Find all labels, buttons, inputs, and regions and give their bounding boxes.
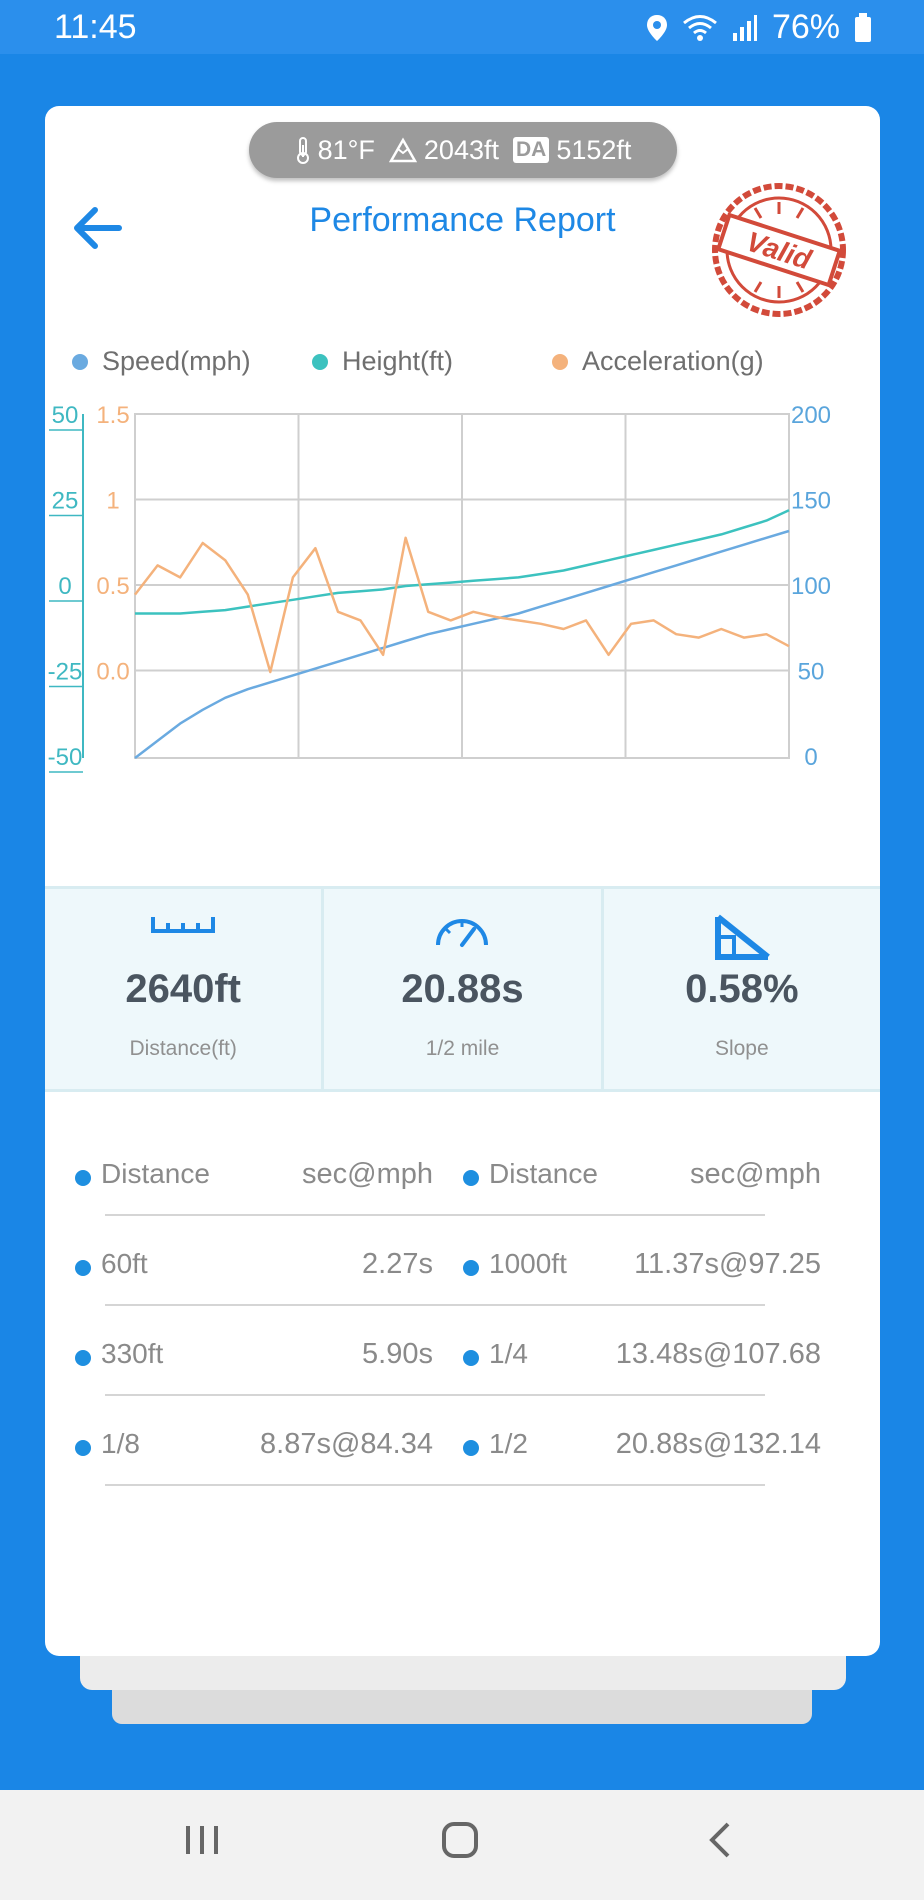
speed-tick-label: 200 <box>791 402 831 429</box>
column-header-secmph: sec@mph <box>690 1158 821 1190</box>
speed-tick-label: 150 <box>791 488 831 515</box>
result-distance: 1/8 <box>101 1428 140 1459</box>
legend-label-speed: Speed(mph) <box>102 346 251 376</box>
row-divider <box>105 1304 765 1306</box>
page-title: Performance Report <box>309 201 616 239</box>
legend-acceleration: Acceleration(g) <box>552 346 764 377</box>
row-divider <box>105 1394 765 1396</box>
battery-percent: 76% <box>771 8 840 46</box>
bullet-dot <box>75 1440 91 1456</box>
report-card: 81°F 2043ft DA 5152ft Performance Report… <box>45 106 880 1656</box>
table-row: 1/8 8.87s@84.34 1/2 20.88s@132.14 <box>45 1416 880 1506</box>
speedometer-icon <box>436 919 489 947</box>
result-value: 13.48s@107.68 <box>615 1338 821 1370</box>
back-icon[interactable] <box>700 1820 740 1860</box>
stats-panel: 2640ft Distance(ft) 20.88s 1/2 mile 0.58… <box>45 886 880 1092</box>
speed-tick-label: 100 <box>791 573 831 600</box>
wifi-icon <box>682 14 717 41</box>
stat-value-slope: 0.58% <box>685 967 799 1011</box>
status-bar: 11:45 76% <box>0 0 924 54</box>
conditions-pill: 81°F 2043ft DA 5152ft <box>249 122 677 178</box>
bullet-dot <box>75 1170 91 1186</box>
performance-chart: 50 25 0 -25 -50 1.5 1 0.5 0.0 200 150 100 50 0 <box>48 402 831 773</box>
result-value: 11.37s@97.25 <box>634 1248 821 1280</box>
result-value: 20.88s@132.14 <box>615 1428 821 1460</box>
status-time: 11:45 <box>54 8 137 46</box>
result-value: 2.27s <box>362 1248 433 1280</box>
legend-label-height: Height(ft) <box>342 346 454 376</box>
stat-value-distance: 2640ft <box>125 967 241 1011</box>
density-altitude: 5152ft <box>556 134 632 165</box>
results-header-row: Distance sec@mph Distance sec@mph <box>45 1146 880 1236</box>
stat-label-time: 1/2 mile <box>425 1037 500 1060</box>
legend-dot-speed <box>72 353 88 370</box>
column-header-secmph: sec@mph <box>302 1158 433 1190</box>
temperature: 81°F <box>317 134 375 165</box>
result-distance: 1000ft <box>489 1248 567 1279</box>
stat-value-time: 20.88s <box>401 967 524 1011</box>
battery-icon <box>855 12 871 42</box>
column-header-distance: Distance <box>489 1158 598 1189</box>
acceleration-tick-label: 0.5 <box>96 573 129 600</box>
mountain-icon <box>388 137 417 163</box>
column-header-distance: Distance <box>101 1158 210 1189</box>
height-line <box>135 509 790 615</box>
slope-icon <box>714 914 770 960</box>
stat-half-mile: 20.88s 1/2 mile <box>321 889 600 1089</box>
result-value: 8.87s@84.34 <box>260 1428 433 1460</box>
acceleration-line <box>134 536 790 674</box>
stat-slope: 0.58% Slope <box>600 889 880 1089</box>
height-tick-label: 0 <box>58 573 71 600</box>
stat-label-slope: Slope <box>714 1037 769 1060</box>
height-tick-label: -50 <box>48 744 83 771</box>
bullet-dot <box>463 1350 479 1366</box>
navigation-bar <box>0 1790 924 1900</box>
table-row: 60ft 2.27s 1000ft 11.37s@97.25 <box>45 1236 880 1326</box>
recent-apps-icon[interactable] <box>182 1820 222 1860</box>
home-icon[interactable] <box>440 1820 480 1860</box>
legend-dot-acceleration <box>552 353 568 370</box>
result-distance: 1/4 <box>489 1338 528 1369</box>
stat-distance: 2640ft Distance(ft) <box>45 889 321 1089</box>
bullet-dot <box>75 1260 91 1276</box>
bullet-dot <box>463 1170 479 1186</box>
thermometer-icon <box>296 137 309 164</box>
legend-speed: Speed(mph) <box>72 346 251 377</box>
result-distance: 330ft <box>101 1338 164 1369</box>
row-divider <box>105 1484 765 1486</box>
ruler-icon <box>151 917 216 933</box>
signal-icon <box>732 14 757 41</box>
results-table: Distance sec@mph Distance sec@mph 60ft 2… <box>45 1146 880 1506</box>
bullet-dot <box>463 1260 479 1276</box>
acceleration-tick-label: 1.5 <box>96 402 129 429</box>
row-divider <box>105 1214 765 1216</box>
result-distance: 60ft <box>101 1248 148 1279</box>
legend-dot-height <box>312 353 328 370</box>
speed-line <box>134 529 790 759</box>
height-tick-label: 50 <box>52 402 79 429</box>
valid-stamp: Valid <box>712 183 846 317</box>
result-value: 5.90s <box>362 1338 433 1370</box>
density-altitude-badge: DA <box>512 137 550 163</box>
bullet-dot <box>463 1440 479 1456</box>
chart-legend: Speed(mph) Height(ft) Acceleration(g) <box>45 346 880 386</box>
result-distance: 1/2 <box>489 1428 528 1459</box>
acceleration-tick-label: 0.0 <box>96 659 129 686</box>
speed-tick-label: 0 <box>804 744 817 771</box>
stat-label-distance: Distance(ft) <box>129 1037 237 1060</box>
height-tick-label: 25 <box>52 488 79 515</box>
legend-height: Height(ft) <box>312 346 453 377</box>
status-icons: 76% <box>646 8 872 47</box>
height-tick-label: -25 <box>48 659 83 686</box>
location-icon <box>646 14 667 41</box>
legend-label-acceleration: Acceleration(g) <box>582 346 764 376</box>
speed-tick-label: 50 <box>798 659 825 686</box>
bullet-dot <box>75 1350 91 1366</box>
acceleration-tick-label: 1 <box>106 488 119 515</box>
back-arrow-icon[interactable] <box>65 198 125 258</box>
table-row: 330ft 5.90s 1/4 13.48s@107.68 <box>45 1326 880 1416</box>
altitude: 2043ft <box>423 134 499 165</box>
